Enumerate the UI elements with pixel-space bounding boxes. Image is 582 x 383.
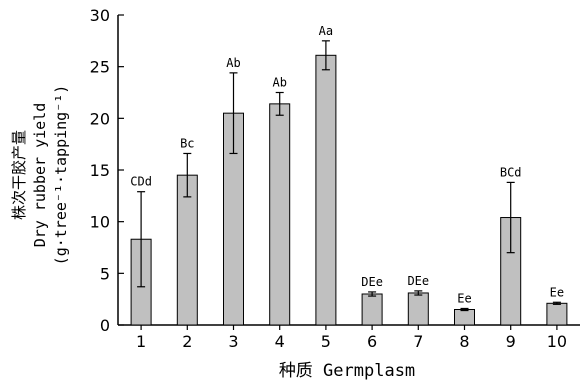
- significance-label: Ee: [550, 285, 564, 299]
- y-axis-title: 株次干胶产量 Dry rubber yield (g·tree⁻¹·tappin…: [10, 85, 70, 266]
- significance-label: Aa: [319, 24, 333, 38]
- x-tick-label: 10: [547, 332, 567, 351]
- y-axis-title-line-1: 株次干胶产量: [10, 130, 28, 220]
- y-tick-label: 25: [90, 58, 110, 77]
- significance-label: DEe: [407, 274, 429, 288]
- bar: [454, 309, 475, 326]
- y-axis-title-line-2: Dry rubber yield: [31, 103, 49, 248]
- bar: [176, 174, 198, 326]
- bar: [269, 103, 291, 326]
- y-tick-label: 5: [100, 264, 110, 283]
- x-tick-label: 1: [136, 332, 146, 351]
- x-axis-title: 种质 Germplasm: [279, 361, 415, 381]
- significance-label: Ab: [272, 76, 286, 90]
- significance-label: BCd: [500, 165, 522, 179]
- significance-label: Ee: [457, 291, 471, 305]
- bar: [361, 293, 383, 326]
- significance-label: CDd: [130, 175, 152, 189]
- bar: [546, 302, 568, 326]
- y-axis-title-line-3: (g·tree⁻¹·tapping⁻¹): [52, 85, 70, 266]
- x-tick-label: 8: [459, 332, 469, 351]
- significance-label: Ab: [226, 56, 240, 70]
- x-tick-label: 2: [182, 332, 192, 351]
- bar: [315, 54, 337, 326]
- x-tick-label: 6: [367, 332, 377, 351]
- y-tick-label: 30: [90, 6, 110, 25]
- x-tick-label: 5: [321, 332, 331, 351]
- x-tick-label: 9: [506, 332, 516, 351]
- y-tick-label: 10: [90, 213, 110, 232]
- y-tick-label: 0: [100, 316, 110, 335]
- x-tick-label: 7: [413, 332, 423, 351]
- y-tick-label: 20: [90, 109, 110, 128]
- significance-label: Bc: [180, 136, 194, 150]
- bar: [407, 292, 429, 326]
- x-tick-label: 3: [228, 332, 238, 351]
- plot-area: 0 5 10 15 20 25 30 1 CDd 2 Bc 3 Ab 4 Ab 5 Aa 6 DEe 7 DEe 8 Ee 9…: [90, 6, 580, 351]
- x-tick-label: 4: [275, 332, 285, 351]
- significance-label: DEe: [361, 275, 383, 289]
- y-tick-label: 15: [90, 161, 110, 180]
